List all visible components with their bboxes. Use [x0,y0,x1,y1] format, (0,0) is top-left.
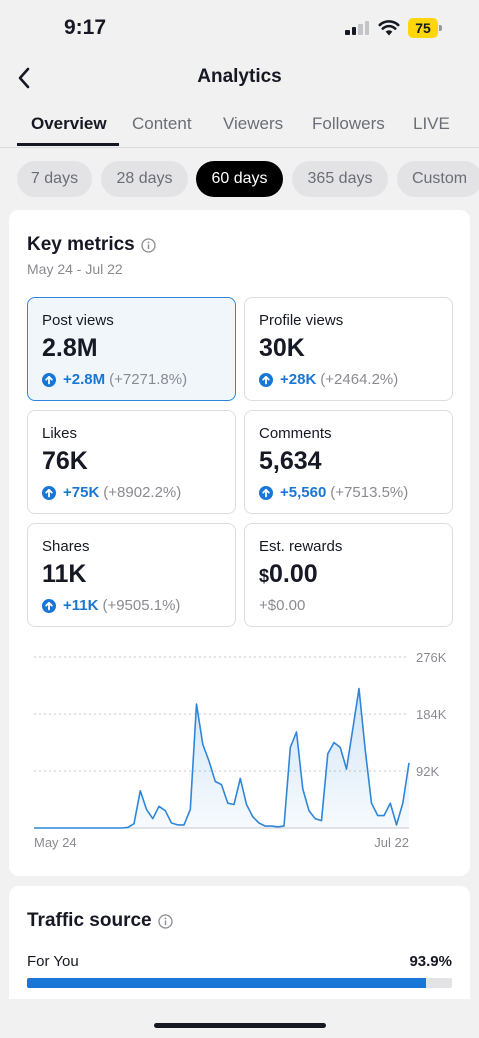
tab-followers[interactable]: Followers [312,114,385,133]
cellular-signal-icon [345,21,371,35]
arrow-up-icon [42,485,56,500]
chip-365-days[interactable]: 365 days [292,161,388,197]
metric-delta: +75K (+8902.2%) [42,484,181,501]
metric-delta: +11K (+9505.1%) [42,597,180,614]
nav-header: Analytics [0,56,479,100]
metric-delta: +2.8M (+7271.8%) [42,371,187,388]
metric-value: 2.8M [42,334,98,362]
home-indicator [154,1023,326,1028]
y-tick-label: 184K [416,707,447,722]
x-tick-label-end: Jul 22 [374,835,409,850]
chip-7-days[interactable]: 7 days [17,161,92,197]
traffic-row-bar [27,978,452,988]
traffic-source-card: Traffic source For You 93.9% [9,886,470,1016]
metric-label: Comments [259,425,332,442]
metric-value: 76K [42,447,88,475]
metric-likes[interactable]: Likes 76K +75K (+8902.2%) [27,410,236,514]
metric-delta: +5,560 (+7513.5%) [259,484,408,501]
arrow-up-icon [259,485,273,500]
metric-label: Est. rewards [259,538,343,555]
metric-delta: +28K (+2464.2%) [259,371,398,388]
metric-shares[interactable]: Shares 11K +11K (+9505.1%) [27,523,236,627]
metric-delta-percent: (+2464.2%) [320,371,399,388]
wifi-icon [378,20,400,36]
metric-delta-value: +11K [63,597,99,614]
metric-delta-value: +28K [280,371,317,388]
x-tick-label-start: May 24 [34,835,77,850]
battery-level: 75 [408,18,438,38]
chip-custom[interactable]: Custom [397,161,479,197]
status-bar: 9:17 75 [0,0,479,56]
metric-delta-percent: (+8902.2%) [103,484,182,501]
page-title: Analytics [197,66,282,87]
metric-label: Shares [42,538,90,555]
metric-value-number: 0.00 [269,560,318,588]
tab-bar: Overview Content Viewers Followers LIVE [0,104,479,148]
key-metrics-date-range: May 24 - Jul 22 [27,261,123,277]
status-time: 9:17 [64,16,107,39]
metric-delta-percent: (+7271.8%) [109,371,188,388]
traffic-source-title: Traffic source [27,910,152,931]
metric-delta-value: +75K [63,484,100,501]
metric-delta-value: +$0.00 [259,597,306,614]
metric-value: 30K [259,334,305,362]
traffic-row-label: For You [27,953,79,970]
currency-symbol: $ [259,566,270,586]
metric-post-views[interactable]: Post views 2.8M +2.8M (+7271.8%) [27,297,236,401]
y-tick-label: 92K [416,764,439,779]
tab-live[interactable]: LIVE [413,114,450,133]
metric-value: 5,634 [259,447,322,475]
bottom-safe-area [0,999,479,1038]
series-line [34,687,410,829]
metric-value: 11K [42,560,87,588]
tab-underline [17,143,119,146]
arrow-up-icon [42,372,56,387]
traffic-row-value: 93.9% [409,953,452,970]
chip-28-days[interactable]: 28 days [101,161,188,197]
series-area [34,688,409,828]
arrow-up-icon [42,598,56,613]
metric-label: Likes [42,425,78,442]
date-range-chips: 7 days 28 days 60 days 365 days Custom [0,161,479,197]
metric-comments[interactable]: Comments 5,634 +5,560 (+7513.5%) [244,410,453,514]
tab-content[interactable]: Content [132,114,192,133]
traffic-row-bar-fill [27,978,427,988]
info-icon[interactable] [141,238,156,253]
post-views-chart: 92K 184K 276K May 24 Jul 22 [34,650,447,850]
metric-delta-percent: (+7513.5%) [330,484,409,501]
battery-icon: 75 [408,18,442,38]
key-metrics-card: Key metrics May 24 - Jul 22 Post views 2… [9,210,470,876]
metric-label: Profile views [259,312,344,329]
metric-delta: +$0.00 [259,597,305,614]
chevron-left-icon[interactable] [12,64,40,92]
arrow-up-icon [259,372,273,387]
metric-label: Post views [42,312,114,329]
tab-viewers[interactable]: Viewers [223,114,284,133]
tab-overview[interactable]: Overview [31,114,107,133]
metric-value: $0.00 [259,560,318,589]
metric-delta-value: +5,560 [280,484,327,501]
metric-delta-percent: (+9505.1%) [102,597,181,614]
info-icon[interactable] [158,914,173,929]
metric-delta-value: +2.8M [63,371,106,388]
metric-est-rewards[interactable]: Est. rewards $0.00 +$0.00 [244,523,453,627]
y-tick-label: 276K [416,650,447,665]
key-metrics-title: Key metrics [27,234,135,255]
chip-60-days[interactable]: 60 days [196,161,283,197]
metric-profile-views[interactable]: Profile views 30K +28K (+2464.2%) [244,297,453,401]
